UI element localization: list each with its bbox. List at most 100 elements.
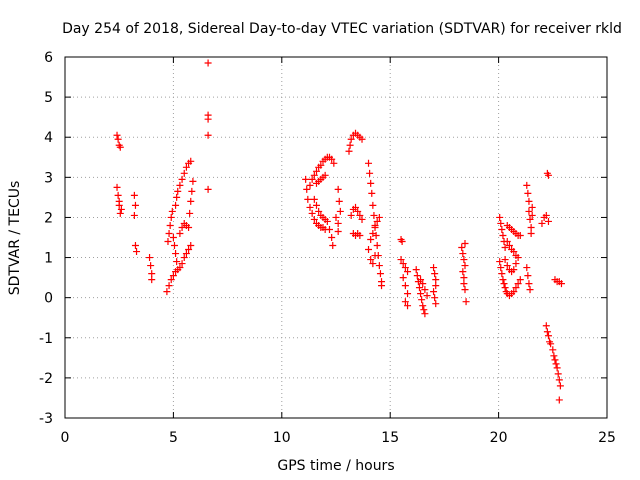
data-point <box>553 364 561 372</box>
data-point <box>306 181 314 189</box>
data-point <box>172 201 180 209</box>
data-point <box>204 59 212 67</box>
data-point <box>329 242 337 250</box>
data-point <box>180 169 188 177</box>
data-point <box>114 135 122 143</box>
data-point <box>367 256 375 264</box>
y-tick-label: 1 <box>44 251 53 267</box>
data-point <box>176 229 184 237</box>
data-point <box>423 292 431 300</box>
data-point <box>421 310 429 318</box>
data-point <box>512 252 520 260</box>
y-tick-label: 5 <box>44 90 53 106</box>
x-axis-label: GPS time / hours <box>277 458 394 474</box>
data-point <box>538 219 546 227</box>
data-point <box>187 242 195 250</box>
data-point <box>550 352 558 360</box>
x-tick-label: 25 <box>598 430 616 446</box>
data-point <box>401 298 409 306</box>
data-point <box>310 215 318 223</box>
data-point <box>430 288 438 296</box>
data-point <box>547 340 555 348</box>
data-point <box>417 290 425 298</box>
data-point <box>501 284 509 292</box>
data-point <box>401 282 409 290</box>
data-point <box>130 211 138 219</box>
data-point <box>204 131 212 139</box>
data-point <box>176 264 184 272</box>
data-point <box>332 213 340 221</box>
data-point <box>525 207 533 215</box>
data-point <box>512 260 520 268</box>
x-tick-label: 10 <box>273 430 291 446</box>
data-point <box>334 185 342 193</box>
data-point <box>165 229 173 237</box>
data-point <box>376 270 384 278</box>
data-point <box>174 187 182 195</box>
data-point <box>169 234 177 241</box>
data-point <box>336 207 344 215</box>
data-point <box>542 211 550 219</box>
data-point <box>130 191 138 199</box>
data-point <box>163 288 171 296</box>
data-point <box>419 280 427 288</box>
data-point <box>325 225 333 233</box>
data-point <box>185 246 193 254</box>
data-point <box>182 250 190 258</box>
data-point <box>527 229 535 237</box>
data-point <box>526 215 534 223</box>
data-point <box>526 286 534 294</box>
data-point <box>146 254 154 262</box>
axis-ticks <box>64 56 608 419</box>
data-point <box>459 268 467 276</box>
data-point <box>524 189 532 197</box>
data-point <box>369 201 377 209</box>
data-point <box>415 284 423 292</box>
data-point <box>356 231 364 239</box>
data-point <box>432 300 440 308</box>
data-point <box>525 280 533 288</box>
data-point <box>334 227 342 235</box>
data-point <box>496 213 504 221</box>
data-point <box>543 328 551 336</box>
data-point <box>178 260 186 268</box>
data-point <box>375 213 383 221</box>
data-point <box>555 396 563 404</box>
data-point <box>356 211 364 219</box>
data-point <box>516 231 524 239</box>
x-tick-label: 5 <box>169 430 178 446</box>
data-point <box>555 376 563 384</box>
data-point <box>505 242 513 250</box>
data-point <box>116 143 124 151</box>
data-point <box>165 282 173 290</box>
data-point <box>497 219 505 227</box>
data-point <box>499 231 507 239</box>
data-point <box>131 201 139 209</box>
data-point <box>498 225 506 233</box>
data-point <box>501 244 509 252</box>
data-point <box>176 181 184 189</box>
data-point <box>303 185 311 193</box>
data-point <box>544 332 552 340</box>
data-point <box>113 131 121 139</box>
data-point <box>503 262 511 270</box>
data-point <box>373 217 381 225</box>
data-point <box>347 135 355 143</box>
data-point <box>413 272 421 280</box>
data-point <box>369 260 377 268</box>
data-point <box>180 254 188 262</box>
data-point <box>369 229 377 237</box>
data-point <box>304 195 312 203</box>
data-point <box>367 179 375 187</box>
data-point <box>431 294 439 302</box>
y-tick-label: -3 <box>39 411 53 427</box>
data-point <box>524 272 532 280</box>
y-tick-label: 2 <box>44 210 53 226</box>
data-point <box>188 187 196 195</box>
data-point <box>552 360 560 368</box>
y-tick-label: 0 <box>44 291 53 307</box>
data-point <box>204 115 212 123</box>
data-point <box>404 268 412 276</box>
y-axis-label: SDTVAR / TECUs <box>7 181 23 296</box>
data-point <box>399 260 407 268</box>
